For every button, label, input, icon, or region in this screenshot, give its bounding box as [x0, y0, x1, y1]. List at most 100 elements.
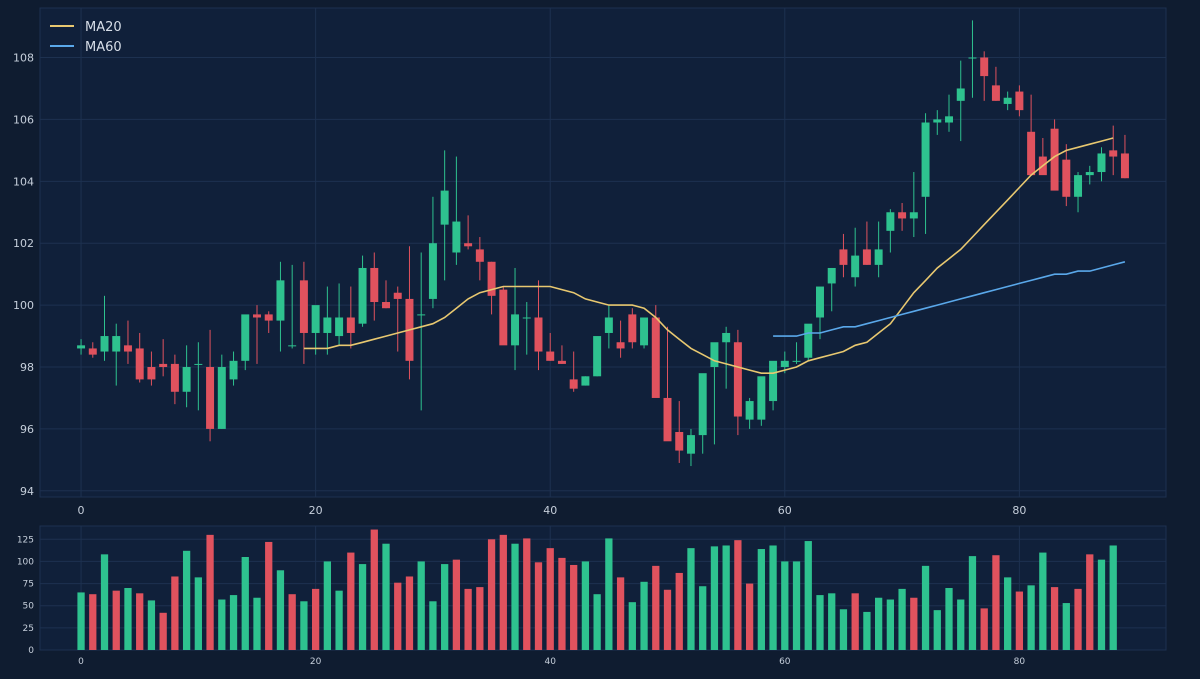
candle-body [487, 261, 496, 296]
candle-body [593, 336, 602, 377]
price-y-tick-label: 102 [13, 237, 34, 250]
volume-bar [452, 559, 461, 650]
volume-bar [1027, 585, 1035, 650]
volume-bar [687, 548, 695, 650]
volume-x-tick-label: 60 [779, 657, 791, 667]
volume-bar [851, 593, 859, 650]
candle-body [335, 317, 344, 337]
price-y-tick-label: 104 [13, 175, 34, 188]
volume-bar [206, 534, 214, 650]
volume-bar [1050, 587, 1059, 650]
price-plot-area [39, 7, 1167, 498]
candle-body [698, 373, 707, 436]
candle-body [898, 212, 907, 219]
candle-body [886, 212, 895, 231]
candle-body [182, 367, 191, 392]
candle-body [135, 348, 144, 380]
candle-body [464, 243, 473, 247]
candle-body [1120, 153, 1129, 179]
volume-bar [828, 593, 836, 650]
volume-bar [816, 595, 824, 650]
candle-body [557, 360, 566, 364]
volume-x-tick-label: 20 [310, 657, 322, 667]
volume-bar [335, 590, 343, 650]
candle-body [100, 336, 109, 352]
volume-bar [1097, 559, 1106, 650]
volume-bar [710, 546, 719, 650]
candle-body [299, 280, 308, 333]
volume-bar [218, 599, 226, 650]
candle-body [1074, 175, 1083, 197]
candle-body [452, 221, 461, 253]
volume-bar [616, 577, 625, 650]
volume-bar [675, 572, 683, 650]
volume-x-tick-label: 80 [1014, 657, 1026, 667]
volume-bar [171, 576, 179, 650]
candle-body [241, 314, 250, 361]
volume-bar [605, 538, 613, 650]
candle-body [475, 249, 484, 262]
volume-bar [781, 561, 789, 650]
volume-bar [124, 588, 132, 650]
candle-body [88, 348, 97, 355]
candle-body [1085, 172, 1094, 176]
volume-bar [487, 539, 496, 650]
price-x-tick-label: 80 [1012, 504, 1026, 517]
volume-bar [253, 597, 261, 650]
candle-body [534, 317, 543, 352]
candle-body [733, 342, 742, 417]
price-y-tick-label: 98 [20, 361, 34, 374]
candle-body [640, 317, 649, 346]
candle-body [311, 305, 320, 333]
volume-bar [628, 602, 636, 650]
price-x-tick-label: 20 [309, 504, 323, 517]
candle-body [968, 57, 977, 59]
volume-bar [464, 588, 472, 650]
volume-bar [300, 601, 308, 650]
volume-bar [147, 600, 156, 650]
volume-bar [112, 590, 120, 650]
candle-body [616, 342, 625, 349]
volume-bar [992, 555, 1000, 650]
volume-bar [288, 594, 296, 650]
candle-body [159, 363, 168, 368]
volume-y-tick-label: 125 [17, 535, 34, 545]
candle-body [816, 286, 824, 318]
volume-bar [863, 611, 871, 650]
volume-bar [757, 549, 765, 650]
series-line-ma20 [303, 137, 1114, 375]
candle-body [382, 302, 390, 309]
volume-y-tick-label: 0 [28, 646, 34, 656]
candle-body [370, 267, 379, 303]
candle-body [217, 367, 226, 429]
candle-body [417, 314, 426, 316]
volume-bar [734, 540, 742, 650]
legend-ma20-label: MA20 [85, 20, 122, 35]
volume-bar [722, 545, 730, 650]
candle-body [206, 367, 215, 429]
candle-body [112, 336, 121, 352]
candle-body [604, 317, 613, 333]
candle-body [440, 190, 449, 225]
candle-body [628, 314, 637, 343]
volume-bar [499, 534, 507, 650]
volume-bar [910, 597, 918, 650]
volume-bar [699, 586, 707, 650]
candle-body [909, 212, 918, 219]
volume-bar [898, 588, 906, 650]
volume-bar [933, 610, 941, 650]
candle-body [276, 280, 285, 321]
price-x-tick-label: 0 [78, 504, 85, 517]
price-y-tick-label: 108 [13, 52, 34, 65]
candle-body [147, 367, 156, 380]
candle-body [675, 432, 684, 451]
volume-bar [417, 561, 425, 650]
candle-body [229, 360, 238, 380]
candle-body [780, 360, 789, 368]
volume-bar [745, 583, 754, 650]
price-y-tick-label: 106 [13, 113, 34, 126]
candle-body [933, 119, 942, 123]
volume-bar [804, 541, 812, 650]
volume-bar [1015, 591, 1024, 650]
candle-body [686, 435, 695, 454]
